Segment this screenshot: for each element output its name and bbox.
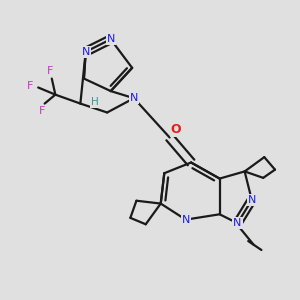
Text: F: F — [39, 106, 45, 116]
Text: O: O — [171, 123, 182, 136]
Text: N: N — [82, 47, 90, 57]
Text: H: H — [91, 97, 98, 107]
Text: N: N — [182, 214, 190, 225]
Text: N: N — [248, 195, 256, 205]
Text: N: N — [106, 34, 115, 44]
Text: N: N — [130, 93, 138, 103]
Text: N: N — [233, 218, 242, 228]
Text: F: F — [47, 66, 53, 76]
Text: F: F — [27, 81, 34, 91]
